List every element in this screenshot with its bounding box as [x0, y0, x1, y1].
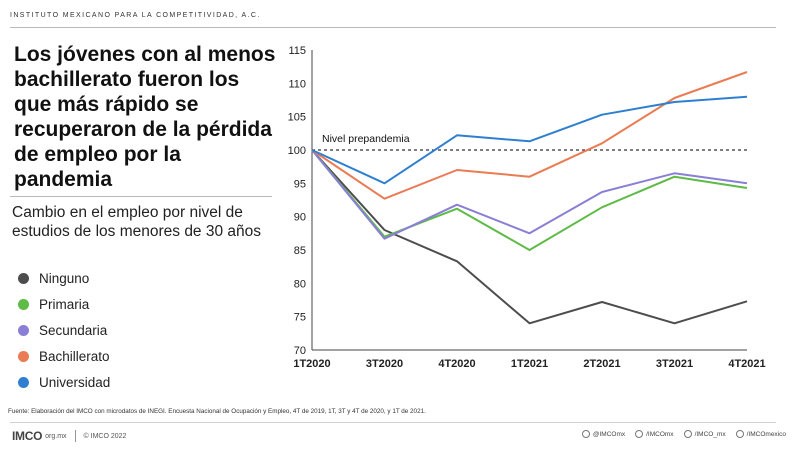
facebook-icon: [635, 430, 644, 438]
x-tick-label: 3T2021: [656, 358, 693, 370]
imco-logo: IMCO: [12, 429, 43, 443]
social-label: @IMCOmx: [592, 430, 626, 438]
legend-label: Bachillerato: [39, 349, 110, 365]
legend-item-secundaria: Secundaria: [18, 317, 110, 343]
title-divider: [10, 196, 272, 197]
instagram-icon: [683, 430, 692, 438]
legend-swatch: [18, 377, 29, 389]
y-tick-label: 105: [288, 112, 306, 124]
y-tick-label: 75: [294, 312, 306, 324]
footer-brand: IMCO org.mx © IMCO 2022: [12, 429, 126, 443]
x-tick-label: 1T2020: [293, 358, 330, 370]
social-links: @IMCOmx/IMCOmx/IMCO_mx/IMCOmexico: [572, 430, 786, 438]
legend-swatch: [18, 298, 29, 310]
legend-item-ninguno: Ninguno: [18, 265, 110, 291]
footer-divider: [10, 422, 776, 423]
series-line-bachillerato: [311, 71, 748, 200]
series-line-ninguno: [311, 149, 748, 325]
y-tick-label: 80: [294, 278, 306, 290]
reference-line-label: Nivel prepandemia: [322, 133, 410, 145]
social-link[interactable]: /IMCO_mx: [683, 430, 726, 438]
youtube-icon: [735, 430, 744, 438]
copyright: © IMCO 2022: [83, 432, 127, 440]
source-note: Fuente: Elaboración del IMCO con microda…: [8, 408, 426, 415]
legend-label: Ninguno: [39, 270, 90, 286]
twitter-icon: [581, 430, 590, 438]
chart-title: Los jóvenes con al menos bachillerato fu…: [14, 43, 276, 191]
chart-subtitle: Cambio en el empleo por nivel de estudio…: [12, 204, 262, 240]
social-label: /IMCOmexico: [746, 430, 786, 438]
legend-swatch: [18, 324, 29, 336]
x-tick-label: 1T2021: [511, 358, 548, 370]
social-link[interactable]: /IMCOmx: [635, 430, 674, 438]
series-line-secundaria: [311, 149, 748, 240]
org-header: INSTITUTO MEXICANO PARA LA COMPETITIVIDA…: [10, 12, 261, 19]
legend-item-primaria: Primaria: [18, 291, 110, 317]
site-suffix: org.mx: [45, 432, 67, 440]
legend-swatch: [18, 272, 29, 284]
series-line-primaria: [311, 149, 748, 251]
footer-separator: [74, 430, 76, 442]
legend-swatch: [18, 351, 29, 363]
y-tick-label: 115: [288, 45, 306, 57]
y-tick-label: 90: [294, 212, 306, 224]
header-divider: [10, 27, 776, 28]
social-link[interactable]: /IMCOmexico: [735, 430, 786, 438]
social-link[interactable]: @IMCOmx: [581, 430, 626, 438]
x-tick-label: 4T2020: [438, 358, 475, 370]
legend-label: Universidad: [39, 375, 111, 391]
legend-label: Secundaria: [39, 322, 108, 338]
legend-item-bachillerato: Bachillerato: [18, 344, 110, 370]
series-line-universidad: [311, 95, 748, 185]
x-tick-label: 2T2021: [583, 358, 620, 370]
legend: Ninguno Primaria Secundaria Bachillerato Uni…: [18, 265, 110, 396]
social-label: /IMCOmx: [646, 430, 674, 438]
y-tick-label: 70: [294, 345, 306, 357]
x-tick-label: 3T2020: [366, 358, 403, 370]
y-tick-label: 95: [294, 178, 306, 190]
y-tick-label: 100: [288, 145, 306, 157]
x-tick-label: 4T2021: [728, 358, 765, 370]
legend-item-universidad: Universidad: [18, 370, 110, 396]
social-label: /IMCO_mx: [694, 430, 726, 438]
legend-label: Primaria: [39, 296, 90, 312]
y-tick-label: 85: [294, 245, 306, 257]
y-tick-label: 110: [288, 78, 306, 90]
